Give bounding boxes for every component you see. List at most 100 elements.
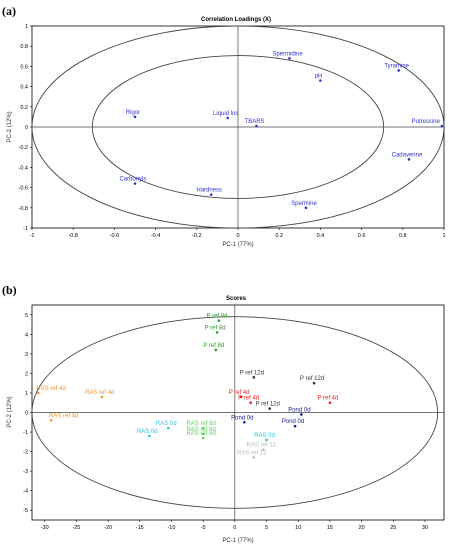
scores-x-tick-label: -25 [72, 525, 80, 531]
loadings-y-tick-label: -0.8 [19, 206, 28, 212]
scores-point-label: P ref 12d [240, 370, 264, 376]
loadings-point [441, 125, 444, 128]
loadings-title: Correlation Loadings (X) [201, 17, 271, 23]
scores-point [313, 382, 316, 385]
scores-y-tick-label: -2 [23, 450, 28, 456]
scores-point [50, 419, 53, 422]
loadings-point-label: Spermine [291, 201, 317, 207]
loadings-point [408, 158, 411, 161]
scores-point [243, 421, 246, 424]
scores-x-tick-label: -30 [41, 525, 49, 531]
scores-point [37, 392, 40, 395]
scores-x-tick-label: 25 [390, 525, 396, 531]
scores-point-label: Pond 0d [282, 419, 304, 425]
loadings-point-label: Hardness [196, 188, 222, 194]
scores-point [148, 435, 151, 438]
scores-x-ticks: -30 -25 -20 -15 -10 -5 0 5 10 15 20 25 30 [41, 520, 428, 531]
loadings-x-tick-label: -0.4 [151, 233, 160, 239]
scores-x-tick-label: 5 [265, 525, 268, 531]
scores-x-tick-label: -15 [136, 525, 144, 531]
loadings-y-tick-label: -0.2 [19, 145, 28, 151]
scores-y-tick-label: 3 [25, 352, 28, 358]
scores-point-label: Pond 0d [288, 407, 310, 413]
loadings-point-label: Liquid los [213, 111, 238, 117]
loadings-x-axis-label: PC-1 (77%) [222, 242, 253, 248]
loadings-point [288, 57, 291, 60]
scores-point-label: P ref 8d [203, 343, 224, 349]
loadings-point [255, 125, 258, 128]
scores-y-tick-label: 1 [25, 391, 28, 397]
scores-point-label: P ref 4d [317, 396, 338, 402]
loadings-y-tick-label: -0.4 [19, 165, 28, 171]
loadings-point [305, 207, 308, 210]
loadings-y-tick-label: 0.8 [20, 44, 28, 50]
loadings-x-tick-label: 0.6 [358, 233, 366, 239]
loadings-x-tick-label: -0.8 [68, 233, 77, 239]
loadings-y-tick-label: -1 [23, 226, 28, 232]
loadings-y-tick-label: 0.2 [20, 105, 28, 111]
scores-point-label: RAS ref 12 [247, 443, 277, 449]
scores-y-tick-label: 4 [25, 332, 28, 338]
scores-y-tick-label: -4 [23, 489, 28, 495]
loadings-plot-area: Spermidine Tyramine pH Rigor Liquid los TBARS… [32, 26, 444, 228]
scores-x-tick-label: -10 [167, 525, 175, 531]
scores-x-tick-label: 10 [295, 525, 301, 531]
scores-point [249, 401, 252, 404]
scores-plot-area: P ref 8d P ref 8d P ref 8d RAS ref 4d RAS re… [32, 305, 444, 520]
scores-point [218, 319, 221, 322]
scores-point-label: P ref 4d [238, 396, 259, 402]
scores-point [253, 456, 256, 459]
scores-title: Scores [226, 296, 247, 302]
panel-label-b: (b) [2, 283, 17, 297]
loadings-point-label: TBARS [245, 119, 265, 125]
scores-point-label: P ref 8d [207, 314, 228, 320]
loadings-point-label: Tyramine [384, 63, 409, 69]
scores-point-label: RAS 0d [156, 421, 177, 427]
loadings-point-label: Spermidine [272, 51, 303, 57]
loadings-point [319, 79, 322, 82]
scores-panel: (b) Scores P ref 8d P ref 8d P ref 8d RAS r… [2, 283, 444, 544]
scores-x-axis-label: PC-1 (77%) [222, 538, 253, 544]
scores-y-tick-label: -1 [23, 430, 28, 436]
scores-point-label: RAS ref 8d [186, 431, 215, 437]
loadings-point-label: Putrescine [412, 119, 441, 125]
scores-y-tick-label: 0 [25, 411, 28, 417]
loadings-panel: (a) Correlation Loadings (X) Spermidine T… [2, 4, 446, 248]
scores-x-tick-label: 30 [422, 525, 428, 531]
scores-point-label: P ref 12d [300, 376, 324, 382]
loadings-x-tick-label: -0.6 [110, 233, 119, 239]
loadings-point-label: Cadaverine [392, 152, 423, 158]
scores-point-label: RAS ref 4d [49, 413, 78, 419]
scores-point [216, 331, 219, 334]
scores-y-tick-label: -3 [23, 469, 28, 475]
scores-y-tick-label: -5 [23, 508, 28, 514]
scores-point [329, 401, 332, 404]
scores-point-label: RAS ref 12 [237, 450, 267, 456]
loadings-x-tick-label: 1 [442, 233, 445, 239]
loadings-y-tick-label: 0 [25, 125, 28, 131]
panel-label-a: (a) [2, 4, 16, 18]
scores-x-tick-label: 15 [327, 525, 333, 531]
loadings-x-tick-label: 0.8 [399, 233, 407, 239]
scores-point [215, 349, 218, 352]
loadings-x-ticks: -1 -0.8 -0.6 -0.4 -0.2 0 0.2 0.4 0.6 0.8 1 [30, 228, 446, 239]
scores-point [265, 439, 268, 442]
loadings-y-tick-label: 1 [25, 24, 28, 30]
loadings-x-tick-label: 0.2 [275, 233, 283, 239]
loadings-y-tick-label: 0.6 [20, 64, 28, 70]
loadings-y-tick-label: -0.6 [19, 186, 28, 192]
scores-point [253, 376, 256, 379]
loadings-point-label: pH [315, 74, 323, 80]
scores-x-tick-label: 20 [359, 525, 365, 531]
loadings-y-tick-label: 0.4 [20, 85, 28, 91]
loadings-y-ticks: 1 0.8 0.6 0.4 0.2 0 -0.2 -0.4 -0.6 -0.8 -1 [19, 24, 32, 232]
scores-y-axis-label: PC-2 (12%) [7, 396, 13, 427]
scores-point [100, 396, 103, 399]
scores-point-label: RAS ref 4d [85, 390, 114, 396]
loadings-point [226, 117, 229, 120]
scores-point [300, 413, 303, 416]
scores-point-label: P ref 8d [205, 325, 226, 331]
scores-x-tick-label: -20 [104, 525, 112, 531]
loadings-point-label: Rigor [126, 110, 140, 116]
